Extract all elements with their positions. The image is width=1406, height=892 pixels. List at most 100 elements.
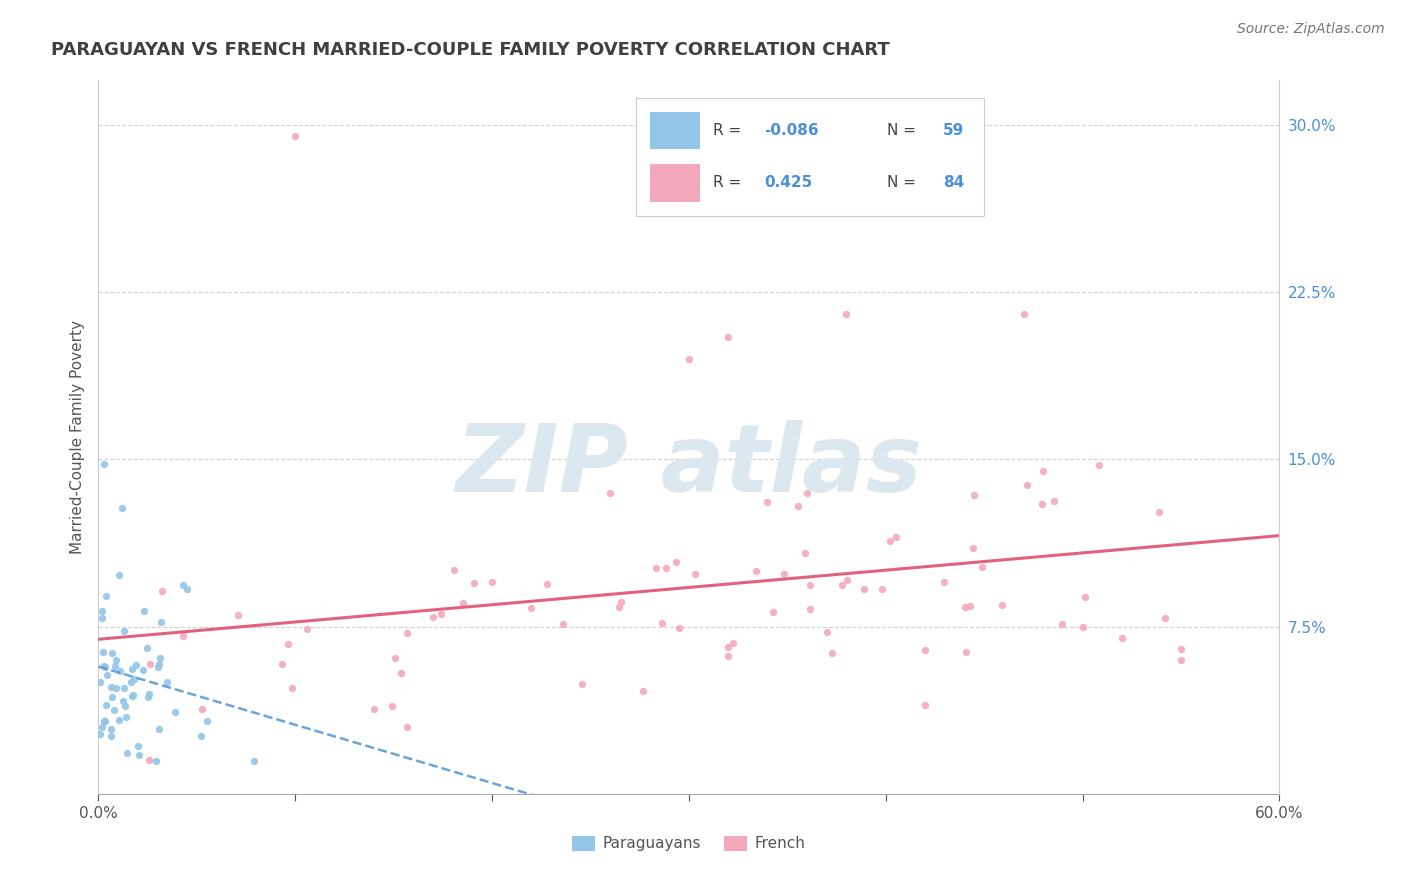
Point <box>799 577 821 591</box>
Point <box>111 693 134 707</box>
Point <box>1153 611 1175 625</box>
Point <box>284 129 307 144</box>
Point <box>721 636 744 650</box>
Point <box>281 681 304 695</box>
Point <box>430 607 453 622</box>
Point <box>422 610 444 624</box>
Y-axis label: Married-Couple Family Poverty: Married-Couple Family Poverty <box>69 320 84 554</box>
Point <box>955 645 977 659</box>
FancyBboxPatch shape <box>636 98 984 216</box>
Point <box>1088 458 1111 472</box>
Point <box>114 698 136 713</box>
Point <box>115 746 138 760</box>
Point <box>96 589 118 603</box>
Point <box>96 667 118 681</box>
Text: -0.086: -0.086 <box>765 123 820 137</box>
Point <box>136 640 159 655</box>
Point <box>149 615 172 629</box>
Point <box>277 637 299 651</box>
Point <box>914 642 936 657</box>
Point <box>1050 617 1073 632</box>
Point <box>132 604 155 618</box>
Point <box>89 674 111 689</box>
Point <box>176 582 198 596</box>
Point <box>755 495 778 509</box>
Point <box>127 739 149 753</box>
Text: ZIP atlas: ZIP atlas <box>456 419 922 512</box>
Point <box>953 599 976 614</box>
Point <box>195 714 218 728</box>
Point <box>787 499 810 513</box>
Point <box>122 673 145 687</box>
Point <box>124 658 146 673</box>
Point <box>121 662 143 676</box>
Point <box>90 604 112 618</box>
Text: 59: 59 <box>943 123 965 137</box>
Point <box>717 640 740 654</box>
Point <box>914 698 936 712</box>
Point <box>100 729 122 743</box>
Point <box>972 560 994 574</box>
Point <box>93 457 115 471</box>
Point <box>1043 494 1066 508</box>
Point <box>138 687 160 701</box>
Point <box>1147 505 1170 519</box>
Point <box>991 599 1014 613</box>
Text: 84: 84 <box>943 175 965 190</box>
Point <box>451 596 474 610</box>
Point <box>536 577 558 591</box>
Point <box>815 624 838 639</box>
Text: Source: ZipAtlas.com: Source: ZipAtlas.com <box>1237 22 1385 37</box>
Text: N =: N = <box>887 175 921 190</box>
Point <box>463 575 485 590</box>
Point <box>932 575 955 590</box>
Point <box>678 351 700 366</box>
Point <box>100 680 122 694</box>
Point <box>108 713 131 727</box>
Point <box>599 485 621 500</box>
Point <box>396 626 419 640</box>
Bar <box>650 164 700 202</box>
Point <box>156 674 179 689</box>
Point <box>571 677 593 691</box>
Point <box>1170 653 1192 667</box>
Point <box>665 555 688 569</box>
Point <box>105 681 128 695</box>
Point <box>96 698 118 712</box>
Point <box>243 754 266 768</box>
Point <box>120 675 142 690</box>
Point <box>172 577 194 591</box>
Legend: Paraguayans, French: Paraguayans, French <box>567 830 811 857</box>
Point <box>835 307 858 322</box>
Point <box>190 729 212 743</box>
Point <box>107 568 129 582</box>
Text: N =: N = <box>887 123 921 137</box>
Point <box>163 706 186 720</box>
Point <box>668 621 690 635</box>
Point <box>963 488 986 502</box>
Point <box>103 703 125 717</box>
Point <box>112 681 135 695</box>
Point <box>1170 642 1192 657</box>
Point <box>226 607 249 622</box>
Point <box>150 583 173 598</box>
Point <box>610 594 633 608</box>
Point <box>607 599 630 614</box>
Point <box>146 660 169 674</box>
Point <box>138 657 160 672</box>
Point <box>762 605 785 619</box>
Point <box>136 690 159 704</box>
Point <box>93 659 115 673</box>
Point <box>191 702 214 716</box>
Point <box>108 664 131 678</box>
Point <box>104 658 127 673</box>
Point <box>391 665 413 680</box>
Point <box>115 710 138 724</box>
Point <box>138 753 160 767</box>
Point <box>122 688 145 702</box>
Point <box>1015 477 1038 491</box>
Point <box>1111 631 1133 645</box>
Point <box>91 645 114 659</box>
Point <box>821 646 844 660</box>
Point <box>519 601 541 615</box>
